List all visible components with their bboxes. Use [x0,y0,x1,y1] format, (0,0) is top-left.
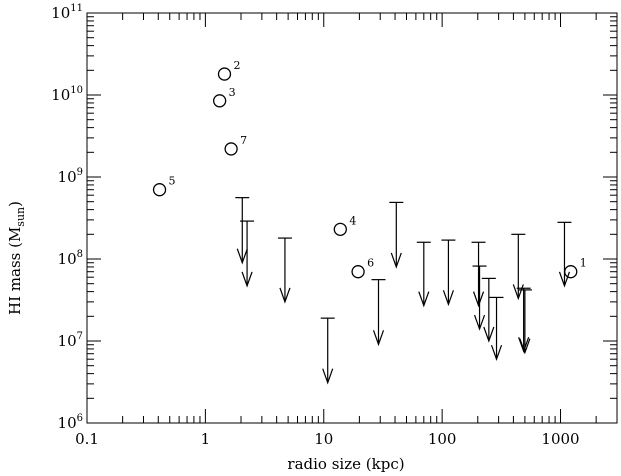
y-axis-label-end: ) [6,201,24,207]
plot-frame [86,12,618,424]
y-axis-label: HI mass (Msun) [6,201,27,315]
point-label: 7 [240,134,247,147]
y-tick-label: 107 [58,331,83,350]
upper-limit-arrowhead [518,337,530,354]
plot-border [86,12,618,424]
upper-limit-arrowhead [322,368,334,385]
y-tick-label: 108 [58,249,83,268]
upper-limit-arrowhead [483,326,495,343]
x-tick-label: 1000 [541,430,579,448]
point-label: 2 [233,59,240,72]
upper-limit-arrowhead [442,290,454,307]
point-label: 1 [580,257,587,270]
point-label: 5 [169,175,176,188]
upper-limit-arrowhead [390,252,402,269]
upper-limit-arrowhead [472,291,485,308]
upper-limit-arrowhead [490,344,503,361]
point-label: 3 [229,86,236,99]
point-label: 4 [349,214,356,227]
upper-limit-arrowhead [558,271,571,288]
detection-point [351,265,365,279]
x-tick-label: 100 [428,430,457,448]
x-tick-label: 10 [314,430,333,448]
y-tick-label: 1011 [51,3,83,22]
detection-point [224,142,238,156]
detection-point [152,183,167,197]
detection-point [217,67,232,81]
upper-limit-arrowhead [241,271,253,288]
detection-point [213,94,227,108]
upper-limit-arrowhead [512,284,524,301]
upper-limit-arrowhead [418,291,430,308]
y-axis-label-main: HI mass (M [6,227,24,315]
x-tick-label: 0.1 [75,430,99,448]
y-tick-label: 109 [58,167,83,186]
point-label: 6 [367,257,374,270]
x-tick-label: 1 [201,430,211,448]
data-marks: 1 2 3 4 5 6 7 [152,59,587,385]
detection-point [333,222,347,236]
upper-limit-arrowhead [372,330,385,347]
upper-limit-arrowhead [519,338,531,355]
x-axis-label: radio size (kpc) [287,455,404,473]
upper-limit-arrowhead [236,248,248,265]
upper-limit-arrowhead [473,314,486,331]
axis-tick-labels: 0.1 1 10 100 1000 106 107 108 109 1010 1011 [51,3,579,448]
detection-point [564,265,578,279]
axis-ticks [86,12,618,424]
y-tick-label: 106 [58,413,83,432]
upper-limit-arrowhead [279,287,291,304]
y-tick-label: 1010 [51,85,83,104]
y-axis-label-sub: sun [14,207,27,227]
